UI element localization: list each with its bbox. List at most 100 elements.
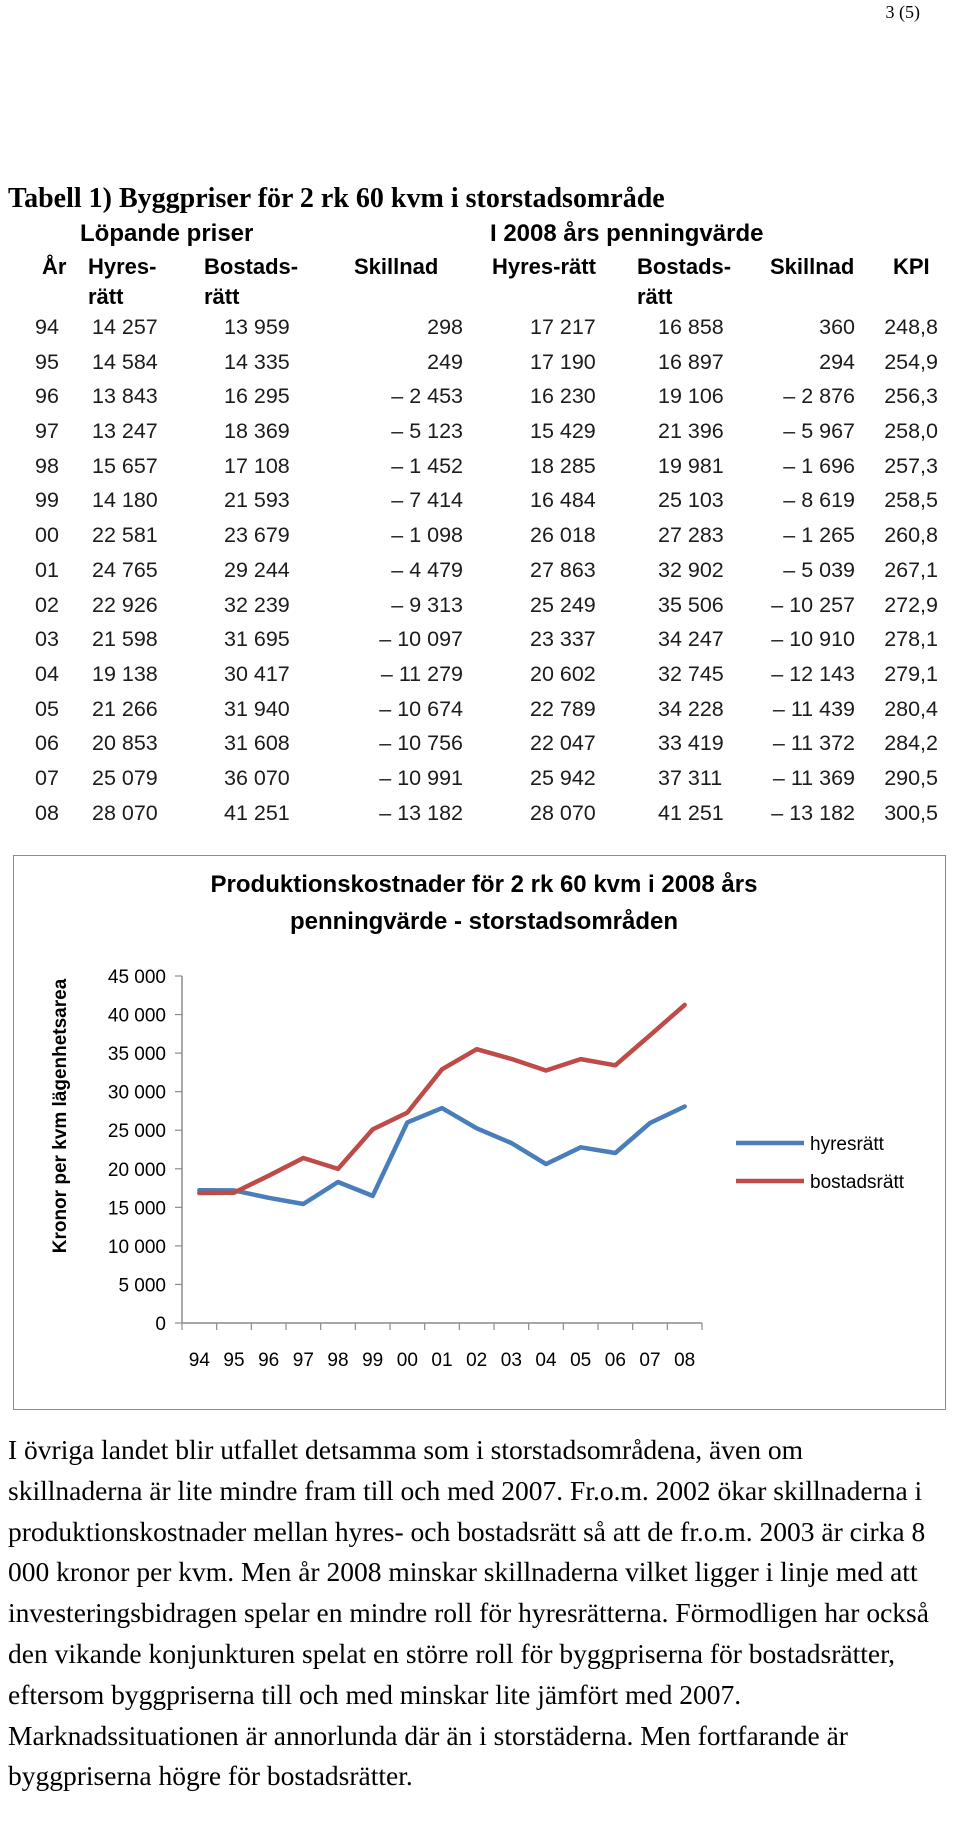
cell-hyresratt: 28 070 — [92, 800, 158, 825]
cell-skillnad-2008: 360 — [819, 315, 855, 339]
cell-bostadsratt-2008: 32 902 — [658, 557, 724, 582]
cell-bostadsratt: 31 608 — [224, 731, 290, 756]
cell-bostadsratt: 32 239 — [224, 592, 290, 617]
cell-year: 01 — [35, 557, 59, 582]
cell-kpi: 248,8 — [884, 315, 938, 339]
cell-skillnad: – 7 414 — [391, 488, 463, 513]
cell-hyresratt-2008: 27 863 — [530, 557, 596, 582]
chart-title-line2: penningvärde - storstadsområden — [290, 908, 678, 935]
cell-year: 95 — [35, 349, 59, 374]
cell-kpi: 257,3 — [884, 453, 938, 478]
table-row: 08 28 070 41 251 – 13 182 28 070 41 251 – 13 1… — [0, 796, 960, 831]
header-kpi: KPI — [893, 254, 930, 279]
table-row: 02 22 926 32 239 – 9 313 25 249 35 506 – 10 25… — [0, 588, 960, 623]
cell-skillnad: – 2 453 — [391, 384, 463, 409]
x-tick-label: 97 — [293, 1350, 314, 1371]
cell-skillnad-2008: – 11 372 — [772, 731, 855, 756]
cell-bostadsratt: 18 369 — [224, 419, 290, 444]
cell-bostadsratt: 16 295 — [224, 384, 290, 409]
y-tick-label: 15 000 — [108, 1198, 166, 1219]
cell-kpi: 254,9 — [884, 349, 938, 374]
x-tick-label: 01 — [431, 1350, 452, 1371]
cell-skillnad-2008: – 12 143 — [771, 661, 855, 686]
cell-hyresratt-2008: 17 190 — [530, 349, 596, 374]
cell-hyresratt-2008: 16 484 — [530, 488, 596, 513]
x-tick-label: 98 — [327, 1350, 348, 1371]
header-hyresratt-line2: rätt — [88, 284, 124, 309]
cell-hyresratt-2008: 17 217 — [530, 315, 596, 339]
cell-hyresratt: 21 266 — [92, 696, 158, 721]
cell-hyresratt: 22 926 — [92, 592, 158, 617]
cell-year: 96 — [35, 384, 59, 409]
cell-bostadsratt: 17 108 — [224, 453, 290, 478]
cell-bostadsratt: 31 940 — [224, 696, 290, 721]
cell-skillnad: – 4 479 — [391, 557, 463, 582]
table-row: 95 14 584 14 335 249 17 190 16 897 294 254,9 — [0, 345, 960, 380]
cell-kpi: 300,5 — [884, 800, 938, 825]
cell-skillnad: – 11 279 — [380, 661, 463, 686]
y-tick-label: 30 000 — [108, 1083, 166, 1104]
cell-skillnad: – 10 756 — [379, 731, 463, 756]
x-tick-label: 95 — [223, 1350, 244, 1371]
y-tick-label: 0 — [155, 1314, 166, 1335]
cell-bostadsratt: 29 244 — [224, 557, 290, 582]
chart-series — [197, 1002, 687, 1207]
line-chart: Produktionskostnader för 2 rk 60 kvm i 2… — [13, 855, 946, 1410]
cell-kpi: 272,9 — [884, 592, 938, 617]
cell-hyresratt-2008: 20 602 — [530, 661, 596, 686]
cell-year: 94 — [35, 315, 59, 339]
cell-bostadsratt: 21 593 — [224, 488, 290, 513]
table-row: 00 22 581 23 679 – 1 098 26 018 27 283 – 1 265… — [0, 518, 960, 553]
cell-bostadsratt-2008: 34 247 — [658, 627, 724, 652]
header-year: År — [42, 254, 67, 279]
cell-hyresratt: 14 257 — [92, 315, 158, 339]
cell-bostadsratt-2008: 21 396 — [658, 419, 724, 444]
x-tick-label: 05 — [570, 1350, 591, 1371]
cell-hyresratt-2008: 22 789 — [530, 696, 596, 721]
cell-skillnad-2008: – 5 039 — [783, 557, 855, 582]
cell-hyresratt: 13 843 — [92, 384, 158, 409]
cell-hyresratt-2008: 15 429 — [530, 419, 596, 444]
cell-bostadsratt: 30 417 — [224, 661, 290, 686]
x-tick-label: 08 — [674, 1350, 695, 1371]
cell-kpi: 256,3 — [884, 384, 938, 409]
cell-hyresratt: 25 079 — [92, 765, 158, 790]
header-hyresratt-line1: Hyres- — [88, 254, 157, 279]
cell-bostadsratt-2008: 27 283 — [658, 523, 724, 548]
cell-hyresratt-2008: 25 249 — [530, 592, 596, 617]
cell-year: 03 — [35, 627, 59, 652]
x-tick-label: 06 — [605, 1350, 626, 1371]
cell-skillnad-2008: – 5 967 — [783, 419, 855, 444]
cell-bostadsratt-2008: 19 981 — [658, 453, 724, 478]
header-skillnad-2008: Skillnad — [770, 254, 855, 279]
cell-year: 02 — [35, 592, 59, 617]
table-row: 97 13 247 18 369 – 5 123 15 429 21 396 – 5 967… — [0, 414, 960, 449]
cell-bostadsratt: 23 679 — [224, 523, 290, 548]
cell-hyresratt-2008: 25 942 — [530, 765, 596, 790]
cell-hyresratt-2008: 26 018 — [530, 523, 596, 548]
y-tick-label: 45 000 — [108, 967, 166, 988]
cell-skillnad: 298 — [427, 315, 463, 339]
header-hyresratt-2008: Hyres-rätt — [492, 254, 596, 279]
chart-title-line1: Produktionskostnader för 2 rk 60 kvm i 2… — [211, 871, 758, 898]
table-row: 99 14 180 21 593 – 7 414 16 484 25 103 – 8 619… — [0, 483, 960, 518]
cell-bostadsratt-2008: 16 897 — [658, 349, 724, 374]
legend-label: hyresrätt — [810, 1134, 885, 1155]
table-row: 01 24 765 29 244 – 4 479 27 863 32 902 – 5 039… — [0, 553, 960, 588]
cell-year: 06 — [35, 731, 59, 756]
cell-skillnad-2008: – 13 182 — [771, 800, 855, 825]
cell-skillnad-2008: 294 — [819, 349, 855, 374]
cell-bostadsratt-2008: 16 858 — [658, 315, 724, 339]
cell-skillnad: – 9 313 — [391, 592, 463, 617]
page-number: 3 (5) — [885, 2, 921, 22]
cell-bostadsratt: 14 335 — [224, 349, 290, 374]
x-tick-label: 99 — [362, 1350, 383, 1371]
y-tick-label: 10 000 — [108, 1237, 166, 1258]
x-tick-label: 04 — [535, 1350, 557, 1371]
x-tick-label: 03 — [501, 1350, 522, 1371]
y-tick-label: 40 000 — [108, 1006, 166, 1027]
y-tick-label: 20 000 — [108, 1160, 166, 1181]
y-tick-label: 35 000 — [108, 1044, 166, 1065]
header-bostadsratt-2008-line2: rätt — [637, 284, 673, 309]
cell-bostadsratt-2008: 33 419 — [658, 731, 724, 756]
